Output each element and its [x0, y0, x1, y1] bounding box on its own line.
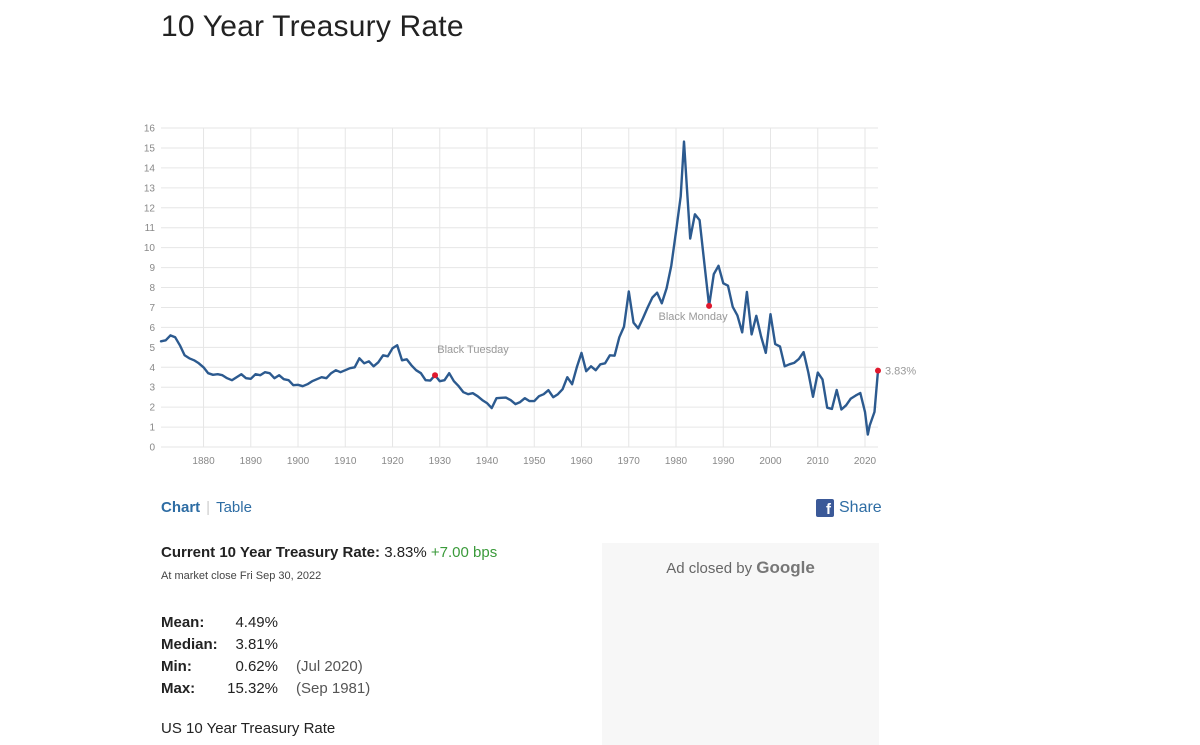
- stats-table: Mean: 4.49% Median: 3.81% Min: 0.62% (Ju…: [161, 611, 370, 699]
- section-title: US 10 Year Treasury Rate: [161, 720, 336, 737]
- tab-table[interactable]: Table: [216, 499, 252, 516]
- stat-row-min: Min: 0.62% (Jul 2020): [161, 655, 370, 677]
- page-title: 10 Year Treasury Rate: [161, 10, 464, 43]
- share-label: Share: [839, 499, 882, 516]
- x-tick-label: 1880: [192, 456, 215, 467]
- current-rate-change: +7.00 bps: [430, 544, 498, 561]
- x-tick-label: 1890: [240, 456, 263, 467]
- y-tick-label: 3: [149, 383, 155, 394]
- ad-closed-notice: Ad closed by Google: [602, 558, 879, 578]
- x-tick-label: 1910: [334, 456, 357, 467]
- y-tick-label: 1: [149, 423, 155, 434]
- annotation-marker: [875, 367, 881, 374]
- annotation-label: 3.83%: [885, 366, 916, 378]
- x-tick-label: 2010: [807, 456, 830, 467]
- x-tick-label: 1950: [523, 456, 546, 467]
- x-tick-label: 2000: [759, 456, 782, 467]
- y-tick-label: 9: [149, 263, 155, 274]
- view-tabs: Chart | Table: [161, 499, 252, 516]
- y-tick-label: 2: [149, 403, 155, 414]
- annotation-marker: [432, 372, 439, 379]
- stat-date: (Jul 2020): [296, 657, 363, 675]
- stat-date: (Sep 1981): [296, 679, 371, 697]
- current-rate-value: 3.83%: [384, 544, 427, 561]
- google-logo: Google: [756, 558, 815, 577]
- y-tick-label: 11: [145, 223, 156, 234]
- tab-chart[interactable]: Chart: [161, 499, 201, 516]
- annotation-label: Black Tuesday: [437, 344, 509, 356]
- stat-value: 0.62%: [235, 657, 278, 675]
- stat-row-median: Median: 3.81%: [161, 633, 370, 655]
- stat-row-max: Max: 15.32% (Sep 1981): [161, 677, 370, 699]
- y-tick-label: 16: [144, 124, 156, 135]
- x-tick-label: 1920: [381, 456, 404, 467]
- current-rate: Current 10 Year Treasury Rate: 3.83% +7.…: [161, 544, 497, 561]
- x-tick-label: 1990: [712, 456, 735, 467]
- ad-closed-text: Ad closed by: [666, 560, 753, 577]
- x-tick-label: 1970: [618, 456, 641, 467]
- tab-separator: |: [206, 499, 211, 516]
- y-tick-label: 14: [144, 163, 156, 174]
- x-axis-ticks: 1880 1890 1900 1910 1920 1930 1940 1950 1960 1970…: [192, 456, 876, 467]
- series-line-10yr-rate: [159, 140, 880, 436]
- stat-label: Median:: [161, 635, 218, 653]
- x-tick-label: 1900: [287, 456, 310, 467]
- stat-date: [278, 611, 370, 633]
- x-tick-label: 1960: [570, 456, 593, 467]
- chart-annotations: Black Tuesday Black Monday 3.83%: [432, 302, 916, 379]
- y-tick-label: 8: [149, 283, 155, 294]
- y-tick-label: 10: [144, 243, 156, 254]
- stat-label: Mean:: [161, 613, 205, 631]
- y-tick-label: 12: [144, 203, 156, 214]
- y-tick-label: 15: [144, 143, 156, 154]
- stat-row-mean: Mean: 4.49%: [161, 611, 370, 633]
- annotation-label: Black Monday: [659, 311, 729, 323]
- market-close-note: At market close Fri Sep 30, 2022: [161, 570, 322, 582]
- y-tick-label: 5: [149, 343, 155, 354]
- stat-value: 4.49%: [235, 613, 278, 631]
- stat-label: Max:: [161, 679, 196, 697]
- y-tick-label: 4: [149, 363, 155, 374]
- y-tick-label: 0: [149, 443, 155, 454]
- x-tick-label: 1930: [429, 456, 452, 467]
- stat-date: [278, 633, 370, 655]
- chart-grid: [161, 127, 878, 448]
- stat-value: 15.32%: [227, 679, 278, 697]
- x-tick-label: 2020: [854, 456, 877, 467]
- ad-slot: Ad closed by Google: [602, 543, 879, 745]
- stat-value: 3.81%: [235, 635, 278, 653]
- x-tick-label: 1980: [665, 456, 688, 467]
- share-button[interactable]: f Share: [816, 499, 882, 517]
- y-tick-label: 7: [149, 303, 155, 314]
- facebook-icon: f: [816, 499, 834, 517]
- stat-label: Min:: [161, 657, 192, 675]
- annotation-marker: [706, 302, 713, 309]
- y-tick-label: 6: [149, 323, 155, 334]
- y-tick-label: 13: [144, 183, 156, 194]
- x-tick-label: 1940: [476, 456, 499, 467]
- current-rate-label: Current 10 Year Treasury Rate:: [161, 544, 381, 561]
